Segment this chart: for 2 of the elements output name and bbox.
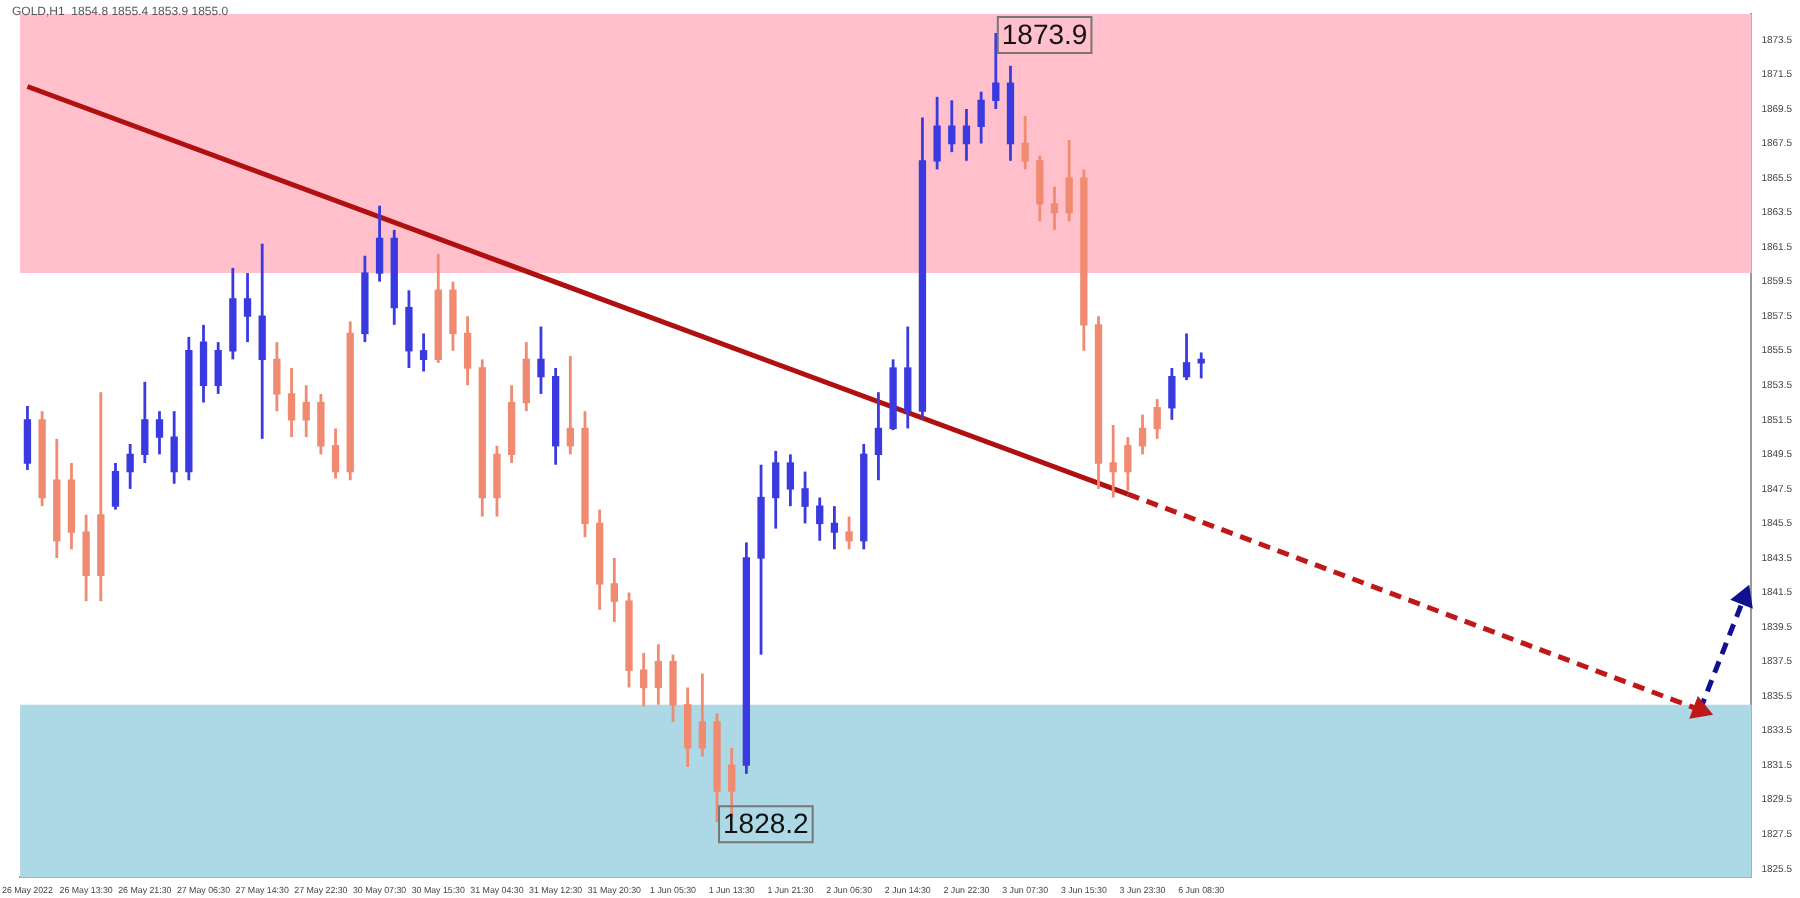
annotation: 1828.2 bbox=[723, 806, 810, 839]
annotation: 1873.9 bbox=[1001, 17, 1088, 50]
